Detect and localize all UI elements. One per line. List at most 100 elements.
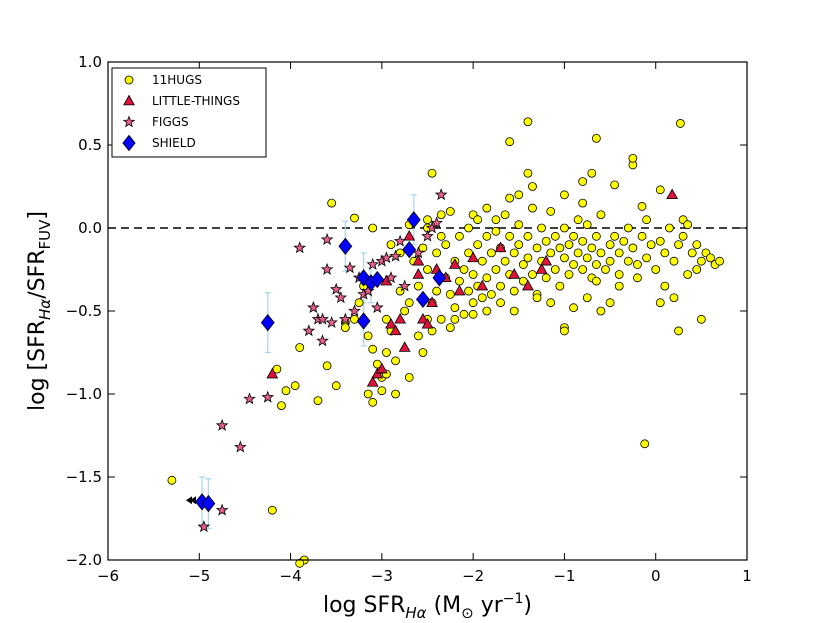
point-11hugs bbox=[541, 236, 551, 246]
point-shield bbox=[402, 240, 417, 259]
point-11hugs bbox=[436, 314, 446, 324]
x-tick-label: 1 bbox=[742, 567, 752, 585]
legend-marker-little-things bbox=[123, 94, 135, 106]
point-11hugs bbox=[640, 439, 650, 449]
point-11hugs bbox=[528, 203, 537, 213]
y-axis-label: log [SFRHα/SFRFUV] bbox=[25, 211, 54, 411]
point-11hugs bbox=[550, 231, 560, 241]
point-11hugs bbox=[368, 223, 378, 233]
y-tick-label: −0.5 bbox=[66, 302, 102, 320]
point-11hugs bbox=[459, 265, 469, 274]
point-11hugs bbox=[628, 243, 638, 253]
point-figgs bbox=[389, 249, 402, 262]
point-11hugs bbox=[491, 226, 501, 236]
point-11hugs bbox=[687, 248, 697, 258]
point-11hugs bbox=[477, 256, 487, 266]
point-11hugs bbox=[382, 348, 391, 357]
point-little-things bbox=[398, 341, 411, 352]
point-11hugs bbox=[715, 256, 725, 266]
x-label-unit-open: (M bbox=[427, 593, 462, 618]
point-figgs bbox=[320, 232, 334, 246]
point-11hugs bbox=[432, 248, 442, 258]
point-11hugs bbox=[528, 182, 537, 191]
point-11hugs bbox=[523, 168, 533, 178]
point-11hugs bbox=[692, 265, 702, 274]
point-11hugs bbox=[655, 236, 665, 246]
point-figgs bbox=[243, 392, 256, 405]
y-label-mid: /SFR bbox=[25, 249, 50, 298]
point-11hugs bbox=[450, 314, 460, 324]
x-axis-label: log SFRHα (M⊙ yr−1) bbox=[323, 591, 532, 622]
point-11hugs bbox=[468, 270, 478, 279]
point-figgs bbox=[366, 257, 380, 270]
y-label-prefix: log [SFR bbox=[25, 320, 50, 411]
point-11hugs bbox=[569, 231, 578, 241]
point-figgs bbox=[434, 188, 448, 201]
point-11hugs bbox=[560, 190, 569, 200]
point-11hugs bbox=[610, 180, 620, 190]
point-11hugs bbox=[468, 298, 478, 308]
upper-limit-arrow bbox=[189, 496, 196, 505]
point-little-things bbox=[403, 229, 416, 241]
point-11hugs bbox=[637, 202, 647, 211]
point-little-things bbox=[366, 376, 379, 387]
point-figgs bbox=[316, 312, 329, 325]
point-11hugs bbox=[569, 303, 578, 313]
point-11hugs bbox=[482, 273, 492, 283]
legend-marker-shield bbox=[122, 134, 136, 152]
point-11hugs bbox=[377, 386, 387, 396]
point-11hugs bbox=[655, 185, 665, 195]
point-11hugs bbox=[582, 253, 592, 263]
data-points-layer bbox=[167, 117, 725, 568]
point-11hugs bbox=[404, 298, 414, 308]
point-11hugs bbox=[363, 389, 373, 399]
y-tick-label: −1.5 bbox=[66, 468, 102, 486]
point-figgs bbox=[320, 262, 334, 275]
point-little-things bbox=[412, 268, 425, 279]
point-11hugs bbox=[418, 348, 428, 357]
y-tick-label: 0.5 bbox=[78, 136, 102, 154]
y-tick-label: 1.0 bbox=[78, 53, 102, 71]
x-tick-label: −1 bbox=[553, 567, 575, 585]
point-11hugs bbox=[642, 253, 651, 263]
y-label-close: ] bbox=[25, 211, 50, 220]
point-11hugs bbox=[665, 223, 674, 233]
point-11hugs bbox=[582, 220, 592, 230]
point-11hugs bbox=[505, 231, 515, 241]
y-tick-label: −1.0 bbox=[66, 385, 102, 403]
point-11hugs bbox=[651, 265, 661, 274]
point-11hugs bbox=[550, 265, 560, 274]
point-11hugs bbox=[596, 306, 606, 316]
point-little-things bbox=[476, 279, 489, 291]
point-little-things bbox=[448, 258, 461, 269]
point-11hugs bbox=[596, 210, 606, 220]
point-little-things bbox=[467, 251, 480, 263]
point-little-things bbox=[666, 188, 679, 200]
point-11hugs bbox=[660, 281, 670, 291]
x-tick-label: −5 bbox=[188, 567, 210, 585]
point-11hugs bbox=[605, 240, 615, 250]
point-11hugs bbox=[482, 231, 492, 241]
point-figgs bbox=[316, 334, 329, 347]
point-11hugs bbox=[564, 270, 574, 279]
point-11hugs bbox=[441, 240, 451, 250]
point-11hugs bbox=[683, 220, 693, 230]
point-11hugs bbox=[623, 256, 633, 266]
point-11hugs bbox=[605, 256, 615, 266]
point-figgs bbox=[329, 282, 343, 295]
upper-limit-arrow bbox=[185, 496, 192, 505]
point-figgs bbox=[334, 291, 348, 304]
legend-label: LITTLE-THINGS bbox=[152, 94, 240, 108]
point-figgs bbox=[215, 418, 229, 431]
point-shield bbox=[406, 211, 421, 229]
point-11hugs bbox=[391, 356, 400, 366]
point-11hugs bbox=[518, 260, 528, 269]
point-shield bbox=[356, 312, 371, 330]
point-11hugs bbox=[619, 236, 629, 246]
legend-label: FIGGS bbox=[152, 115, 189, 129]
point-11hugs bbox=[614, 270, 624, 279]
point-11hugs bbox=[413, 331, 423, 341]
point-figgs bbox=[370, 301, 384, 314]
point-little-things bbox=[375, 362, 388, 374]
